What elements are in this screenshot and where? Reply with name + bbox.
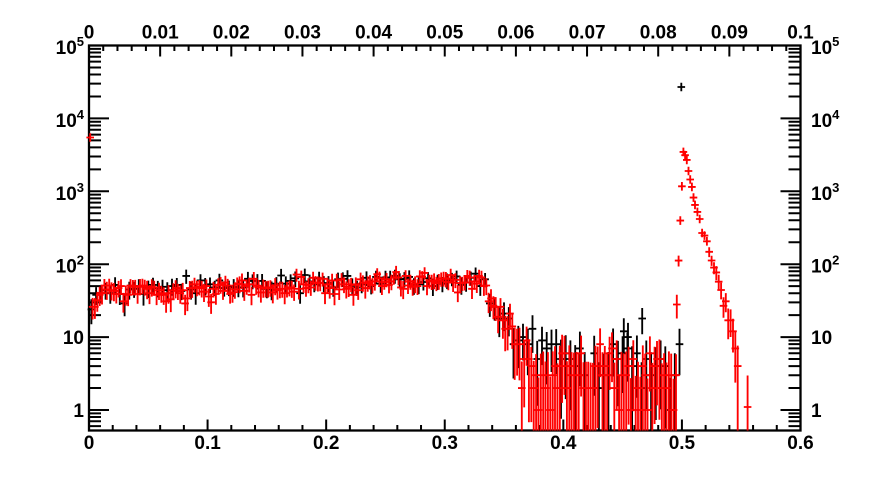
svg-text:0.08: 0.08 <box>640 23 677 44</box>
svg-text:0.06: 0.06 <box>497 23 534 44</box>
svg-text:0.05: 0.05 <box>426 23 463 44</box>
svg-text:0.07: 0.07 <box>569 23 606 44</box>
svg-text:1: 1 <box>73 401 84 422</box>
svg-text:10: 10 <box>811 328 832 349</box>
svg-text:0.03: 0.03 <box>284 23 321 44</box>
svg-text:0.1: 0.1 <box>194 433 221 454</box>
svg-text:1: 1 <box>811 401 822 422</box>
svg-text:0: 0 <box>84 433 95 454</box>
svg-text:0.2: 0.2 <box>313 433 339 454</box>
svg-text:0.01: 0.01 <box>142 23 179 44</box>
svg-text:0.4: 0.4 <box>550 433 577 454</box>
svg-text:0: 0 <box>84 23 95 44</box>
svg-text:0.5: 0.5 <box>669 433 696 454</box>
svg-text:10: 10 <box>63 328 84 349</box>
svg-text:0.3: 0.3 <box>432 433 458 454</box>
svg-text:0.1: 0.1 <box>787 23 814 44</box>
svg-text:0.04: 0.04 <box>355 23 392 44</box>
svg-text:0.02: 0.02 <box>213 23 250 44</box>
svg-text:0.6: 0.6 <box>787 433 813 454</box>
svg-text:0.09: 0.09 <box>711 23 748 44</box>
svg-text:105: 105 <box>811 34 839 59</box>
